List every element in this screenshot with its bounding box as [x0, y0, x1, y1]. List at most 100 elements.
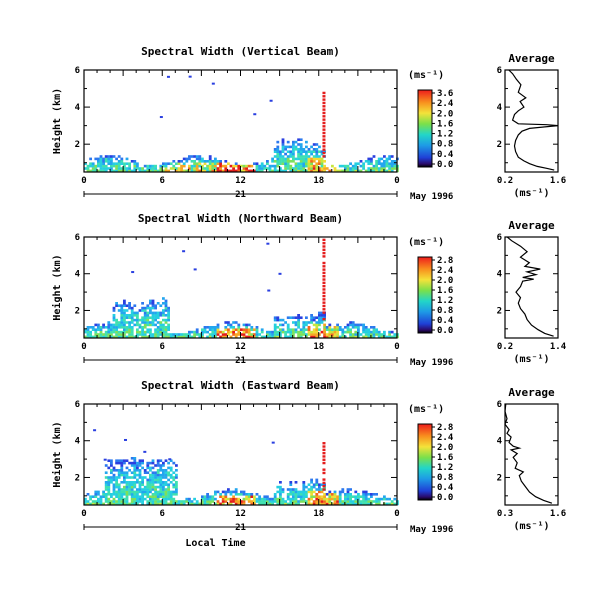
heatmap-cell — [193, 333, 196, 336]
heatmap-cell — [125, 328, 129, 331]
heatmap-cell — [271, 497, 274, 501]
heatmap-cell — [273, 155, 277, 158]
heatmap-cell — [299, 155, 303, 158]
colorbar-unit: (ms⁻¹) — [408, 404, 444, 415]
heatmap-cell — [250, 333, 254, 336]
heatmap-cell — [240, 500, 243, 503]
heatmap-cell — [305, 140, 308, 144]
heatmap-cell — [221, 335, 225, 339]
average-y-tick-label: 2 — [497, 140, 502, 150]
average-frame — [504, 403, 559, 506]
heatmap-cell — [318, 323, 321, 327]
heatmap-cell — [268, 502, 272, 506]
heatmap-cell — [229, 323, 233, 327]
heatmap-cell — [133, 473, 137, 477]
heatmap-cell — [367, 157, 371, 161]
heatmap-cell — [276, 316, 280, 319]
heatmap-cell — [91, 326, 95, 329]
heatmap-cell — [133, 493, 137, 496]
heatmap-cell — [104, 493, 108, 496]
heatmap-cell — [260, 500, 264, 503]
heatmap-cell — [297, 333, 300, 336]
heatmap-cell — [383, 330, 386, 334]
heatmap-cell — [128, 330, 131, 334]
heatmap-cell — [255, 497, 259, 501]
heatmap-cell — [359, 164, 363, 168]
date-label: 21 — [235, 523, 246, 533]
x-tick-label: 12 — [235, 342, 246, 352]
spike-cell — [322, 131, 326, 135]
heatmap-cell — [234, 490, 238, 494]
heatmap-cell — [338, 495, 342, 498]
heatmap-cell — [242, 328, 246, 331]
heatmap-cell — [297, 169, 300, 173]
heatmap-cell — [159, 323, 163, 327]
heatmap-cell — [237, 164, 241, 168]
heatmap-cell — [260, 169, 264, 173]
heatmap-cell — [294, 500, 298, 503]
heatmap-cell — [107, 157, 111, 161]
heatmap-cell — [94, 167, 98, 170]
heatmap-cell — [102, 167, 105, 170]
heatmap-cell — [141, 490, 144, 494]
heatmap-cell — [172, 485, 176, 489]
heatmap-cell — [253, 333, 256, 336]
heatmap-cell — [146, 461, 150, 465]
heatmap-cell — [172, 502, 176, 506]
heatmap-cell — [146, 493, 150, 496]
heatmap-cell — [107, 162, 111, 165]
heatmap-cell — [307, 155, 311, 158]
heatmap-cell — [245, 326, 248, 329]
heatmap-cell — [315, 155, 319, 158]
heatmap-cell — [141, 478, 144, 482]
heatmap-cell — [112, 318, 116, 322]
heatmap-cell — [242, 502, 246, 506]
heatmap-cell — [240, 493, 243, 496]
heatmap-cell — [156, 330, 160, 334]
heatmap-cell — [393, 502, 397, 506]
heatmap-cell — [276, 485, 280, 489]
heatmap-cell — [128, 469, 131, 472]
heatmap-cell — [253, 335, 256, 339]
heatmap-cell — [388, 167, 391, 170]
heatmap-cell — [185, 160, 189, 163]
heatmap-cell — [164, 162, 168, 165]
heatmap-cell — [112, 469, 116, 472]
heatmap-cell — [359, 169, 363, 173]
heatmap-cell — [203, 167, 207, 170]
heatmap-cells — [84, 238, 399, 339]
heatmap-cell — [141, 309, 144, 312]
heatmap-cell — [151, 311, 155, 315]
heatmap-cell — [279, 500, 282, 503]
colorbar-tick-label: 0.0 — [437, 160, 453, 170]
heatmap-cell — [190, 500, 194, 503]
heatmap-cell — [159, 473, 163, 477]
heatmap-cell — [331, 164, 334, 168]
heatmap-cell — [168, 458, 172, 461]
heatmap-cell — [154, 502, 157, 506]
spike-cell — [322, 308, 326, 311]
heatmap-cell — [307, 333, 311, 336]
heatmap-cell — [162, 461, 165, 465]
heatmap-cell — [188, 164, 191, 168]
heatmap-cell — [143, 314, 147, 317]
heatmap-cell — [136, 461, 139, 465]
heatmap-cell — [120, 316, 124, 319]
spike-cell — [322, 115, 326, 118]
heatmap-cell — [141, 316, 144, 319]
heatmap-cell — [372, 169, 376, 173]
heatmap-cell — [193, 335, 196, 339]
heatmap-cell — [310, 145, 313, 149]
heatmap-cell — [136, 497, 139, 501]
heatmap-cell — [380, 164, 384, 168]
heatmap-cell — [94, 502, 98, 506]
heatmap-cell — [169, 500, 173, 503]
heatmap-cell — [169, 481, 173, 484]
heatmap-cell — [141, 333, 144, 336]
heatmap-cell — [362, 497, 365, 501]
heatmap-cell — [318, 490, 321, 494]
heatmap-cell — [359, 323, 363, 327]
heatmap-cell — [180, 164, 183, 168]
heatmap-cell — [273, 500, 277, 503]
heatmap-cell — [279, 335, 282, 339]
